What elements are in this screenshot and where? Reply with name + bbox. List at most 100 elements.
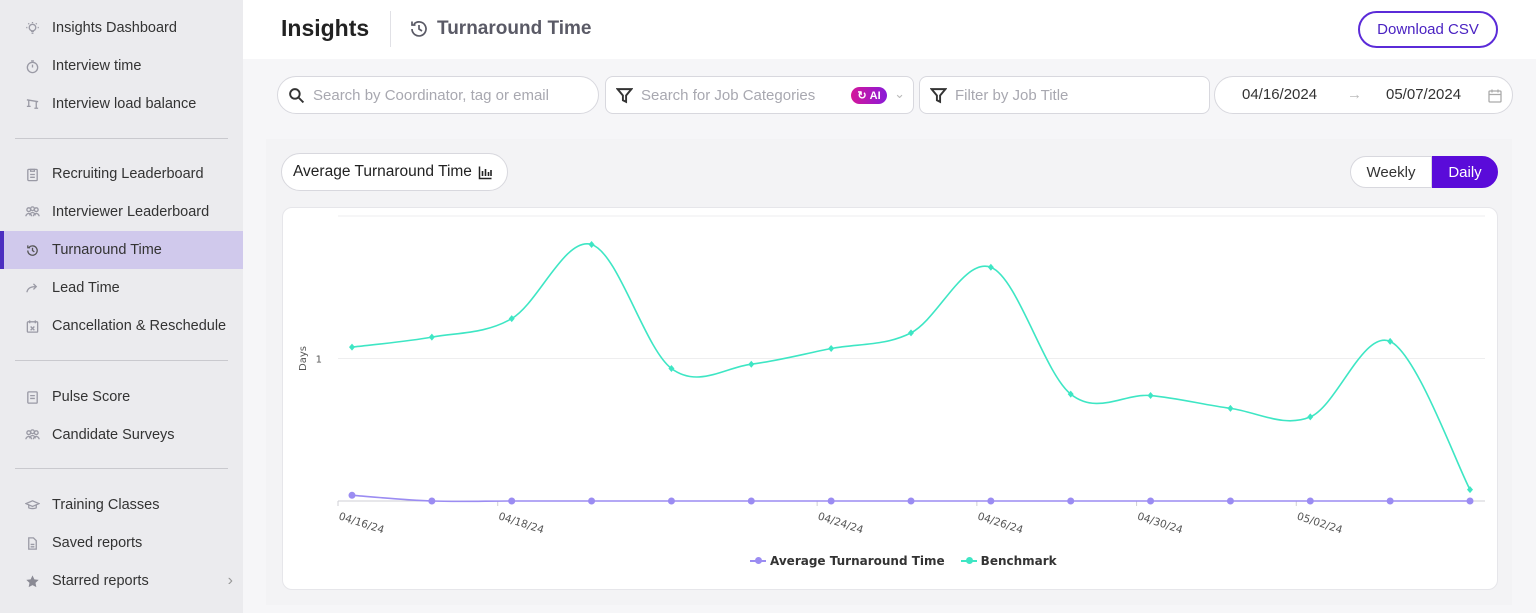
sidebar-item-recruiting-leaderboard[interactable]: Recruiting Leaderboard bbox=[0, 155, 243, 193]
data-point-benchmark bbox=[1387, 337, 1394, 345]
job-categories-select[interactable]: Search for Job Categories ↻ AI ⌄ bbox=[605, 76, 914, 114]
sidebar-item-label: Candidate Surveys bbox=[52, 427, 175, 443]
stopwatch-icon bbox=[22, 56, 42, 76]
page-header: Insights Turnaround Time Download CSV bbox=[243, 0, 1536, 59]
data-point-average-turnaround bbox=[1306, 497, 1314, 505]
sidebar-item-interviewer-leaderboard[interactable]: Interviewer Leaderboard bbox=[0, 193, 243, 231]
date-range-picker[interactable]: 04/16/2024 → 05/07/2024 bbox=[1214, 76, 1513, 114]
sidebar-item-lead-time[interactable]: Lead Time bbox=[0, 269, 243, 307]
sidebar: Insights Dashboard Interview time Interv… bbox=[0, 0, 243, 613]
data-point-benchmark bbox=[1307, 413, 1314, 421]
data-point-average-turnaround bbox=[747, 497, 755, 505]
data-point-benchmark bbox=[1147, 392, 1154, 400]
data-point-average-turnaround bbox=[827, 497, 835, 505]
data-point-average-turnaround bbox=[348, 491, 356, 499]
job-categories-placeholder: Search for Job Categories bbox=[641, 86, 816, 104]
calendar-x-icon bbox=[22, 316, 42, 336]
x-tick-label: 05/02/24 bbox=[1295, 510, 1344, 536]
daily-toggle[interactable]: Daily bbox=[1432, 156, 1498, 188]
x-tick-label: 04/18/24 bbox=[497, 510, 546, 536]
sidebar-item-interview-time[interactable]: Interview time bbox=[0, 47, 243, 85]
x-tick-label: 04/26/24 bbox=[976, 510, 1025, 536]
sidebar-item-label: Interview load balance bbox=[52, 96, 197, 112]
page-subtitle: Turnaround Time bbox=[437, 18, 592, 39]
x-tick-label: 04/30/24 bbox=[1136, 510, 1185, 536]
sidebar-divider bbox=[15, 468, 228, 469]
y-axis-label: Days bbox=[298, 346, 309, 371]
sidebar-divider bbox=[15, 360, 228, 361]
history-icon bbox=[22, 240, 42, 260]
chevron-right-icon[interactable]: › bbox=[227, 572, 233, 589]
date-end[interactable]: 05/07/2024 bbox=[1386, 86, 1462, 103]
legend-item-average[interactable]: Average Turnaround Time bbox=[750, 554, 945, 568]
data-point-average-turnaround bbox=[1466, 497, 1474, 505]
sidebar-item-candidate-surveys[interactable]: Candidate Surveys bbox=[0, 416, 243, 454]
data-point-average-turnaround bbox=[1226, 497, 1234, 505]
data-point-benchmark bbox=[908, 329, 914, 337]
document-icon bbox=[22, 387, 42, 407]
legend-label-benchmark: Benchmark bbox=[980, 554, 1057, 568]
sidebar-item-insights-dashboard[interactable]: Insights Dashboard bbox=[0, 9, 243, 47]
chart-card bbox=[282, 207, 1498, 590]
page-title: Insights bbox=[281, 15, 370, 41]
ai-badge[interactable]: ↻ AI bbox=[851, 87, 887, 104]
data-point-benchmark bbox=[349, 343, 355, 351]
file-icon bbox=[22, 533, 42, 553]
search-icon bbox=[288, 87, 305, 104]
data-point-benchmark bbox=[428, 333, 435, 341]
metric-label: Average Turnaround Time bbox=[293, 163, 472, 180]
download-csv-button[interactable]: Download CSV bbox=[1358, 11, 1498, 48]
lightbulb-icon bbox=[22, 18, 42, 38]
data-point-average-turnaround bbox=[1386, 497, 1394, 505]
metric-selector-button[interactable]: Average Turnaround Time bbox=[281, 153, 508, 191]
data-point-average-turnaround bbox=[1067, 497, 1075, 505]
data-point-average-turnaround bbox=[428, 497, 436, 505]
chevron-down-icon[interactable]: ⌄ bbox=[894, 86, 905, 101]
sidebar-item-label: Cancellation & Reschedule bbox=[52, 318, 227, 334]
legend-swatch-benchmark bbox=[960, 557, 977, 564]
date-separator-arrow: → bbox=[1347, 86, 1362, 103]
filter-icon bbox=[930, 87, 947, 104]
data-point-average-turnaround bbox=[907, 497, 915, 505]
data-point-average-turnaround bbox=[588, 497, 596, 505]
sidebar-item-interview-load-balance[interactable]: Interview load balance bbox=[0, 85, 243, 123]
sidebar-item-label: Insights Dashboard bbox=[52, 20, 177, 36]
sidebar-item-training-classes[interactable]: Training Classes bbox=[0, 486, 243, 524]
sidebar-item-label: Training Classes bbox=[52, 497, 160, 513]
legend-label-average: Average Turnaround Time bbox=[770, 554, 945, 568]
calendar-icon[interactable] bbox=[1487, 88, 1503, 104]
star-icon bbox=[22, 571, 42, 591]
sidebar-item-label: Turnaround Time bbox=[52, 242, 162, 258]
sidebar-item-saved-reports[interactable]: Saved reports bbox=[0, 524, 243, 562]
sidebar-item-pulse-score[interactable]: Pulse Score bbox=[0, 378, 243, 416]
sidebar-item-cancellation-reschedule[interactable]: Cancellation & Reschedule bbox=[0, 307, 243, 345]
legend-item-benchmark[interactable]: Benchmark bbox=[960, 554, 1057, 568]
sidebar-divider bbox=[15, 138, 228, 139]
data-point-average-turnaround bbox=[667, 497, 675, 505]
sidebar-item-label: Saved reports bbox=[52, 535, 143, 551]
sidebar-item-label: Starred reports bbox=[52, 573, 149, 589]
users-icon bbox=[22, 202, 42, 222]
users-icon bbox=[22, 425, 42, 445]
data-point-benchmark bbox=[508, 315, 515, 323]
coordinator-search-input[interactable]: Search by Coordinator, tag or email bbox=[277, 76, 599, 114]
sidebar-item-starred-reports[interactable]: Starred reports › bbox=[0, 562, 243, 600]
y-tick-label: 1 bbox=[316, 355, 322, 366]
data-point-benchmark bbox=[668, 364, 675, 372]
data-point-benchmark bbox=[588, 241, 595, 248]
weekly-toggle[interactable]: Weekly bbox=[1350, 156, 1432, 188]
data-point-benchmark bbox=[748, 360, 755, 368]
graduation-cap-icon bbox=[22, 495, 42, 515]
scale-icon bbox=[22, 94, 42, 114]
sidebar-item-turnaround-time[interactable]: Turnaround Time bbox=[0, 231, 243, 269]
job-title-filter-input[interactable]: Filter by Job Title bbox=[919, 76, 1210, 114]
sidebar-item-label: Interview time bbox=[52, 58, 142, 74]
data-point-average-turnaround bbox=[1147, 497, 1155, 505]
data-point-benchmark bbox=[1067, 390, 1074, 398]
data-point-benchmark bbox=[828, 345, 835, 353]
ai-badge-label: AI bbox=[869, 89, 881, 102]
header-divider bbox=[390, 11, 391, 47]
sidebar-item-label: Interviewer Leaderboard bbox=[52, 204, 210, 220]
date-start[interactable]: 04/16/2024 bbox=[1242, 86, 1318, 103]
data-point-benchmark bbox=[1467, 486, 1473, 494]
